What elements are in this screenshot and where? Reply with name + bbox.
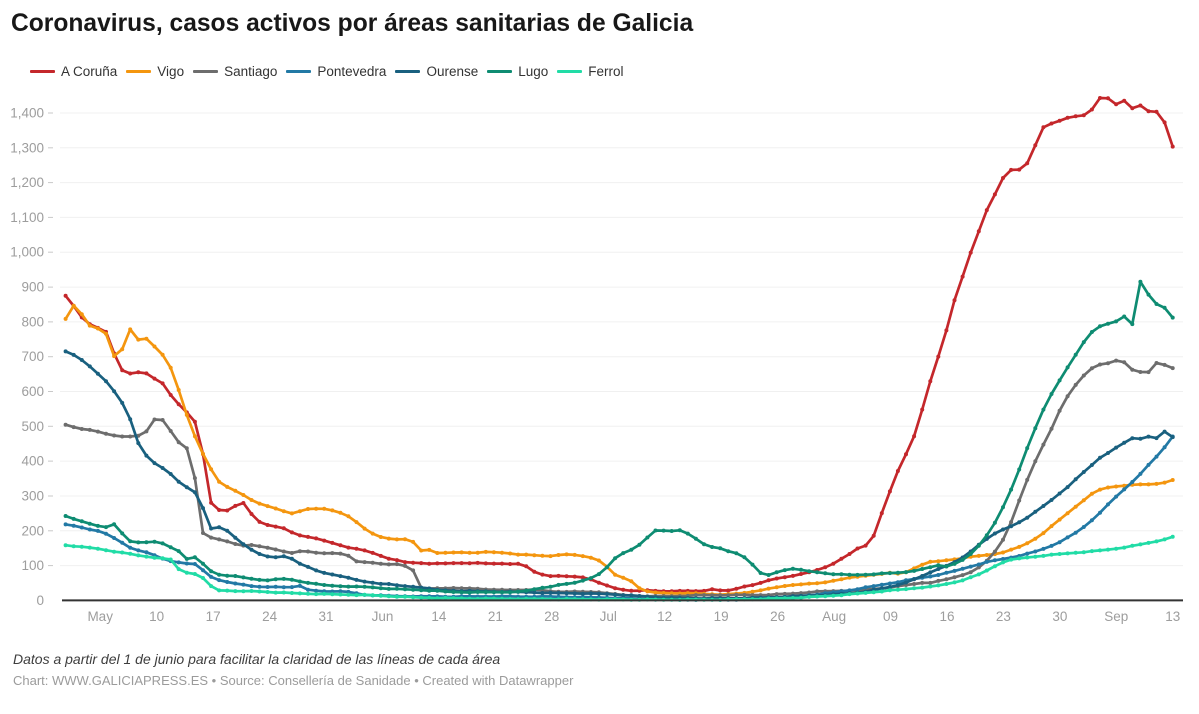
svg-text:1,400: 1,400 — [10, 106, 44, 121]
svg-text:09: 09 — [883, 609, 898, 624]
svg-text:Sep: Sep — [1104, 609, 1128, 624]
svg-text:300: 300 — [21, 489, 44, 504]
svg-text:1,100: 1,100 — [10, 210, 44, 225]
svg-text:1,200: 1,200 — [10, 175, 44, 190]
svg-text:21: 21 — [488, 609, 503, 624]
svg-text:17: 17 — [206, 609, 221, 624]
svg-text:May: May — [87, 609, 113, 624]
svg-text:900: 900 — [21, 280, 44, 295]
svg-text:Jul: Jul — [600, 609, 617, 624]
svg-text:500: 500 — [21, 419, 44, 434]
svg-text:200: 200 — [21, 523, 44, 538]
svg-text:0: 0 — [36, 593, 44, 608]
svg-text:24: 24 — [262, 609, 278, 624]
svg-text:400: 400 — [21, 454, 44, 469]
svg-text:10: 10 — [149, 609, 164, 624]
svg-text:600: 600 — [21, 384, 44, 399]
svg-text:16: 16 — [939, 609, 954, 624]
svg-text:14: 14 — [431, 609, 447, 624]
svg-text:100: 100 — [21, 558, 44, 573]
svg-text:31: 31 — [318, 609, 333, 624]
svg-text:13: 13 — [1165, 609, 1180, 624]
svg-text:26: 26 — [770, 609, 785, 624]
svg-text:23: 23 — [996, 609, 1011, 624]
svg-text:19: 19 — [714, 609, 729, 624]
svg-text:28: 28 — [544, 609, 559, 624]
svg-text:30: 30 — [1052, 609, 1067, 624]
svg-text:1,300: 1,300 — [10, 140, 44, 155]
svg-text:700: 700 — [21, 349, 44, 364]
svg-text:12: 12 — [657, 609, 672, 624]
svg-text:1,000: 1,000 — [10, 245, 44, 260]
svg-text:800: 800 — [21, 314, 44, 329]
svg-text:Aug: Aug — [822, 609, 846, 624]
svg-text:Jun: Jun — [372, 609, 394, 624]
